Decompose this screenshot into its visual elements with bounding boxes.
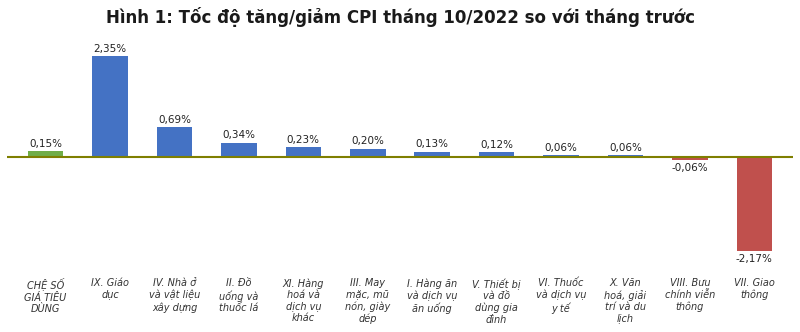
Bar [157,127,192,157]
Bar [608,155,643,157]
Bar [479,152,514,157]
Bar [414,152,450,157]
Text: 0,12%: 0,12% [480,140,513,150]
Text: 0,69%: 0,69% [158,115,191,125]
Bar [672,157,708,160]
Text: 2,35%: 2,35% [94,43,126,53]
Bar [543,155,579,157]
Bar [350,149,386,157]
Text: 0,06%: 0,06% [609,142,642,152]
Title: Hình 1: Tốc độ tăng/giảm CPI tháng 10/2022 so với tháng trước: Hình 1: Tốc độ tăng/giảm CPI tháng 10/20… [106,7,694,27]
Text: 0,34%: 0,34% [222,130,255,140]
Bar [737,157,772,251]
Text: 0,15%: 0,15% [29,139,62,149]
Bar [221,142,257,157]
Bar [92,56,128,157]
Text: 0,20%: 0,20% [351,136,384,146]
Text: 0,06%: 0,06% [545,142,578,152]
Bar [286,147,321,157]
Text: -2,17%: -2,17% [736,254,773,264]
Bar [28,151,63,157]
Text: 0,23%: 0,23% [287,135,320,145]
Text: -0,06%: -0,06% [672,163,708,173]
Text: 0,13%: 0,13% [416,139,449,149]
